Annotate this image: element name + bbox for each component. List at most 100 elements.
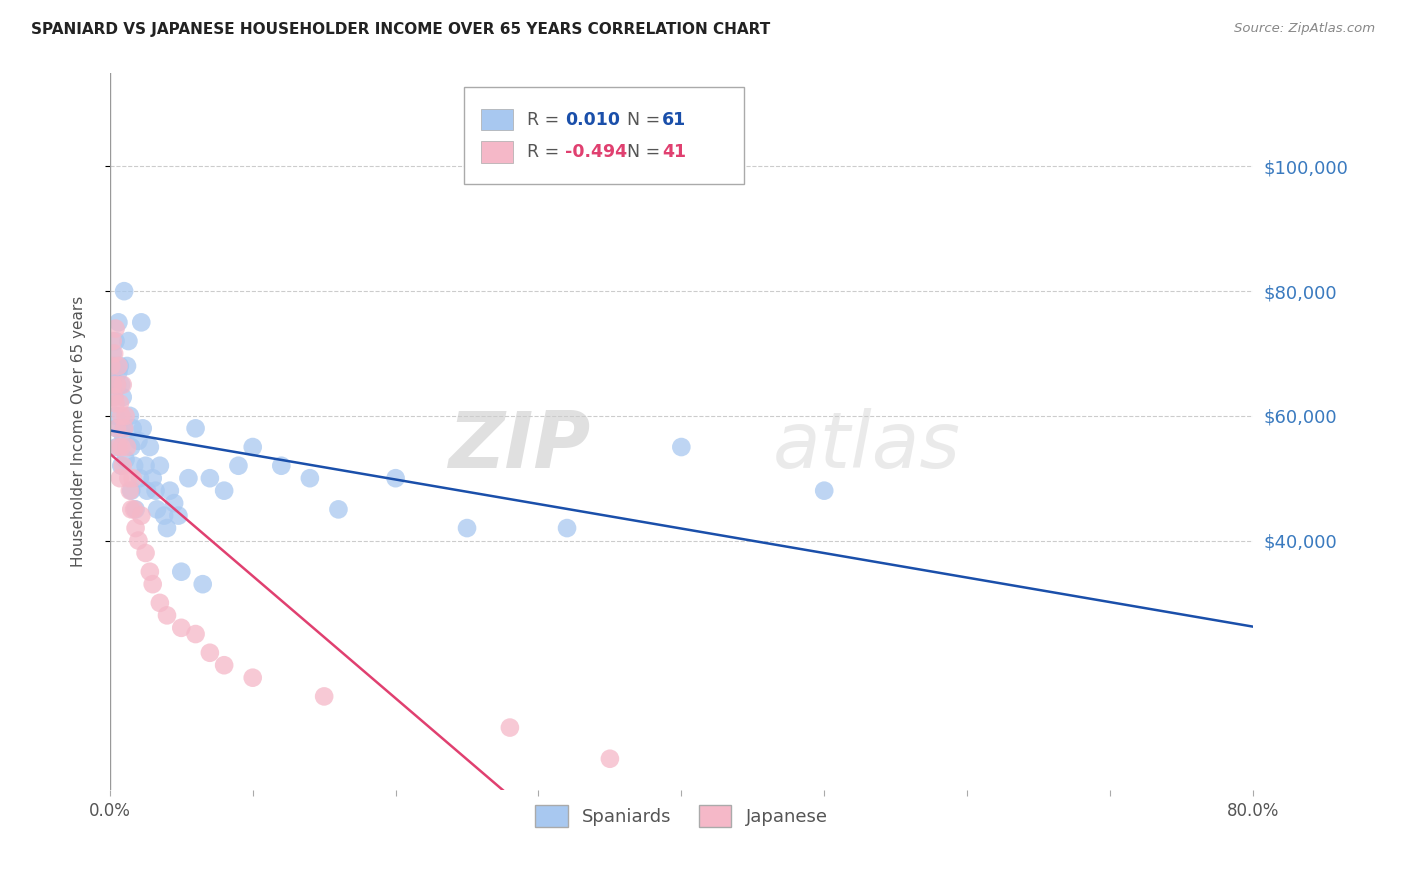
FancyBboxPatch shape xyxy=(464,87,744,184)
Text: N =: N = xyxy=(616,111,666,128)
Y-axis label: Householder Income Over 65 years: Householder Income Over 65 years xyxy=(72,296,86,567)
Text: -0.494: -0.494 xyxy=(565,143,627,161)
Point xyxy=(198,646,221,660)
Point xyxy=(127,434,149,448)
Point xyxy=(184,421,207,435)
Point xyxy=(105,421,128,435)
Point xyxy=(105,377,128,392)
Point xyxy=(156,521,179,535)
Point xyxy=(135,458,157,473)
Point xyxy=(107,440,129,454)
Point xyxy=(100,365,122,379)
Point xyxy=(156,608,179,623)
Point xyxy=(499,721,522,735)
Point xyxy=(328,502,350,516)
Point xyxy=(212,483,235,498)
Point xyxy=(191,577,214,591)
Point xyxy=(124,521,146,535)
Text: ZIP: ZIP xyxy=(447,408,591,483)
Point xyxy=(111,390,134,404)
Point xyxy=(115,440,138,454)
Point xyxy=(599,752,621,766)
Point xyxy=(110,377,132,392)
Point xyxy=(159,483,181,498)
Point xyxy=(101,371,124,385)
Point xyxy=(112,421,135,435)
Point xyxy=(242,671,264,685)
Point xyxy=(384,471,406,485)
Point xyxy=(111,377,134,392)
Point xyxy=(149,596,172,610)
Point xyxy=(170,621,193,635)
Point xyxy=(111,427,134,442)
Point xyxy=(108,396,131,410)
Point xyxy=(101,377,124,392)
Point xyxy=(129,508,152,523)
Point xyxy=(242,440,264,454)
Point xyxy=(145,483,167,498)
Point xyxy=(184,627,207,641)
Point xyxy=(555,521,578,535)
Point xyxy=(135,546,157,560)
Point xyxy=(122,458,145,473)
Point xyxy=(122,502,145,516)
Point xyxy=(107,315,129,329)
Point xyxy=(111,458,134,473)
Point xyxy=(177,471,200,485)
Point xyxy=(108,359,131,373)
Point xyxy=(110,440,132,454)
Text: 0.010: 0.010 xyxy=(565,111,620,128)
Point xyxy=(142,577,165,591)
Point xyxy=(101,334,124,348)
Point xyxy=(104,409,127,423)
Point xyxy=(104,334,127,348)
Point xyxy=(117,334,139,348)
Text: Source: ZipAtlas.com: Source: ZipAtlas.com xyxy=(1234,22,1375,36)
Point xyxy=(100,377,122,392)
Point xyxy=(170,565,193,579)
Point xyxy=(314,690,336,704)
Point xyxy=(146,502,169,516)
Point xyxy=(198,471,221,485)
Point xyxy=(163,496,186,510)
Point xyxy=(105,377,128,392)
Point xyxy=(105,421,128,435)
Point xyxy=(149,458,172,473)
Point xyxy=(456,521,478,535)
Point xyxy=(270,458,292,473)
Point xyxy=(104,321,127,335)
Point xyxy=(110,458,132,473)
Point xyxy=(813,483,835,498)
Point xyxy=(117,471,139,485)
Point xyxy=(212,658,235,673)
Text: SPANIARD VS JAPANESE HOUSEHOLDER INCOME OVER 65 YEARS CORRELATION CHART: SPANIARD VS JAPANESE HOUSEHOLDER INCOME … xyxy=(31,22,770,37)
Point xyxy=(128,471,150,485)
Point xyxy=(136,483,159,498)
Point xyxy=(298,471,321,485)
Point xyxy=(153,508,176,523)
Point xyxy=(124,502,146,516)
Point xyxy=(120,502,142,516)
Point xyxy=(103,346,125,360)
Point xyxy=(167,508,190,523)
Text: R =: R = xyxy=(527,111,565,128)
Point xyxy=(115,359,138,373)
Point xyxy=(129,315,152,329)
Point xyxy=(142,471,165,485)
FancyBboxPatch shape xyxy=(481,141,513,162)
Point xyxy=(107,359,129,373)
Point xyxy=(108,471,131,485)
Point xyxy=(105,440,128,454)
Text: N =: N = xyxy=(616,143,666,161)
Point xyxy=(139,565,162,579)
Point xyxy=(121,471,143,485)
Point xyxy=(103,359,125,373)
Point xyxy=(120,440,142,454)
Text: R =: R = xyxy=(527,143,565,161)
Point xyxy=(114,452,136,467)
FancyBboxPatch shape xyxy=(481,109,513,130)
Point xyxy=(118,409,141,423)
Point xyxy=(114,409,136,423)
Point xyxy=(103,390,125,404)
Point xyxy=(107,365,129,379)
